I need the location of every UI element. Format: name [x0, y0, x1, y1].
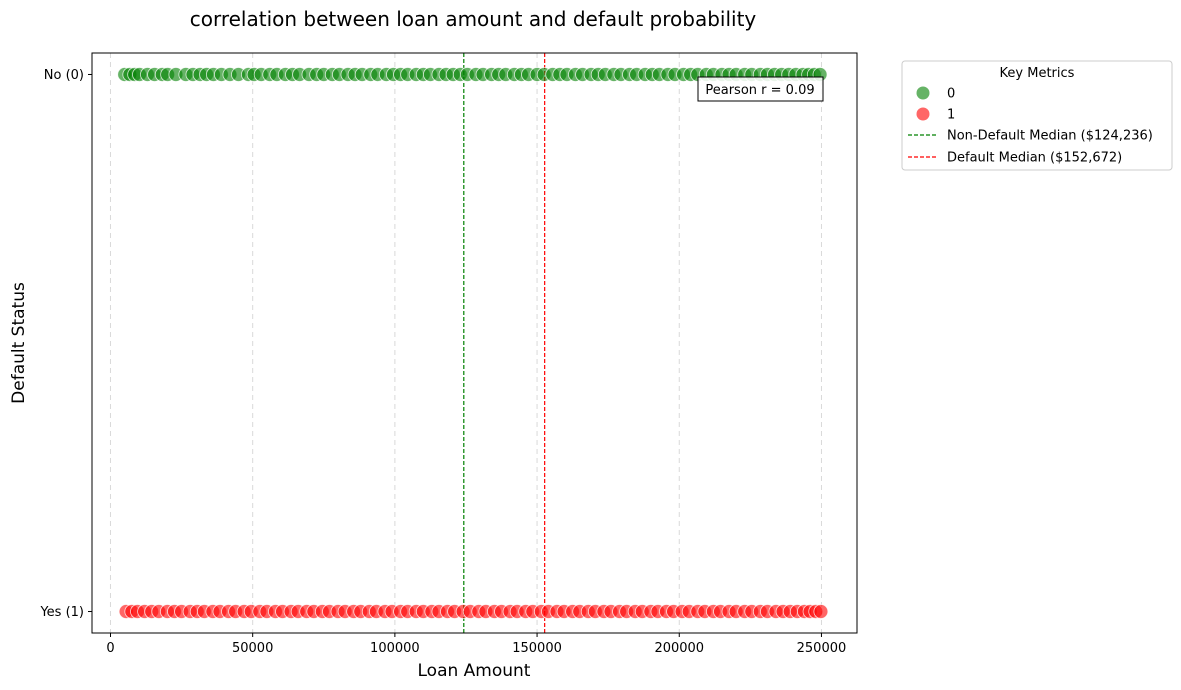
legend-marker-0 [916, 86, 930, 100]
legend-title: Key Metrics [1000, 66, 1075, 81]
pearson-annotation-box [697, 76, 824, 102]
x-tick-label: 250000 [797, 641, 847, 656]
y-axis-label: Default Status [9, 282, 29, 404]
x-axis-ticks: 0 50000 100000 150000 200000 250000 [106, 633, 846, 656]
legend-label: Non-Default Median ($124,236) [947, 129, 1153, 144]
chart-title: correlation between loan amount and defa… [190, 7, 757, 31]
pearson-annotation: Pearson r = 0.09 [697, 76, 824, 102]
x-tick-label: 100000 [370, 641, 420, 656]
legend-label: 0 [947, 87, 955, 102]
x-grid-lines [109, 53, 822, 633]
plot-area-frame [91, 52, 858, 634]
x-axis-label: Loan Amount [418, 661, 531, 681]
y-tick-label: Yes (1) [39, 605, 84, 620]
y-axis-ticks: No (0) Yes (1) [39, 68, 92, 620]
legend-label: 1 [947, 108, 955, 123]
median-reference-lines [463, 53, 546, 633]
x-tick-label: 150000 [512, 641, 562, 656]
x-tick-label: 50000 [232, 641, 273, 656]
y-tick-label: No (0) [44, 68, 84, 83]
data-point-status-1 [813, 604, 829, 619]
legend: Key Metrics 0 1 Non-Default Median ($124,2… [901, 60, 1173, 171]
pearson-annotation-text: Pearson r = 0.09 [705, 83, 814, 98]
x-tick-label: 200000 [654, 641, 704, 656]
legend-marker-1 [916, 107, 930, 121]
x-tick-label: 0 [106, 641, 114, 656]
legend-label: Default Median ($152,672) [947, 151, 1122, 166]
legend-frame [901, 60, 1173, 171]
scatter-points [117, 67, 829, 619]
